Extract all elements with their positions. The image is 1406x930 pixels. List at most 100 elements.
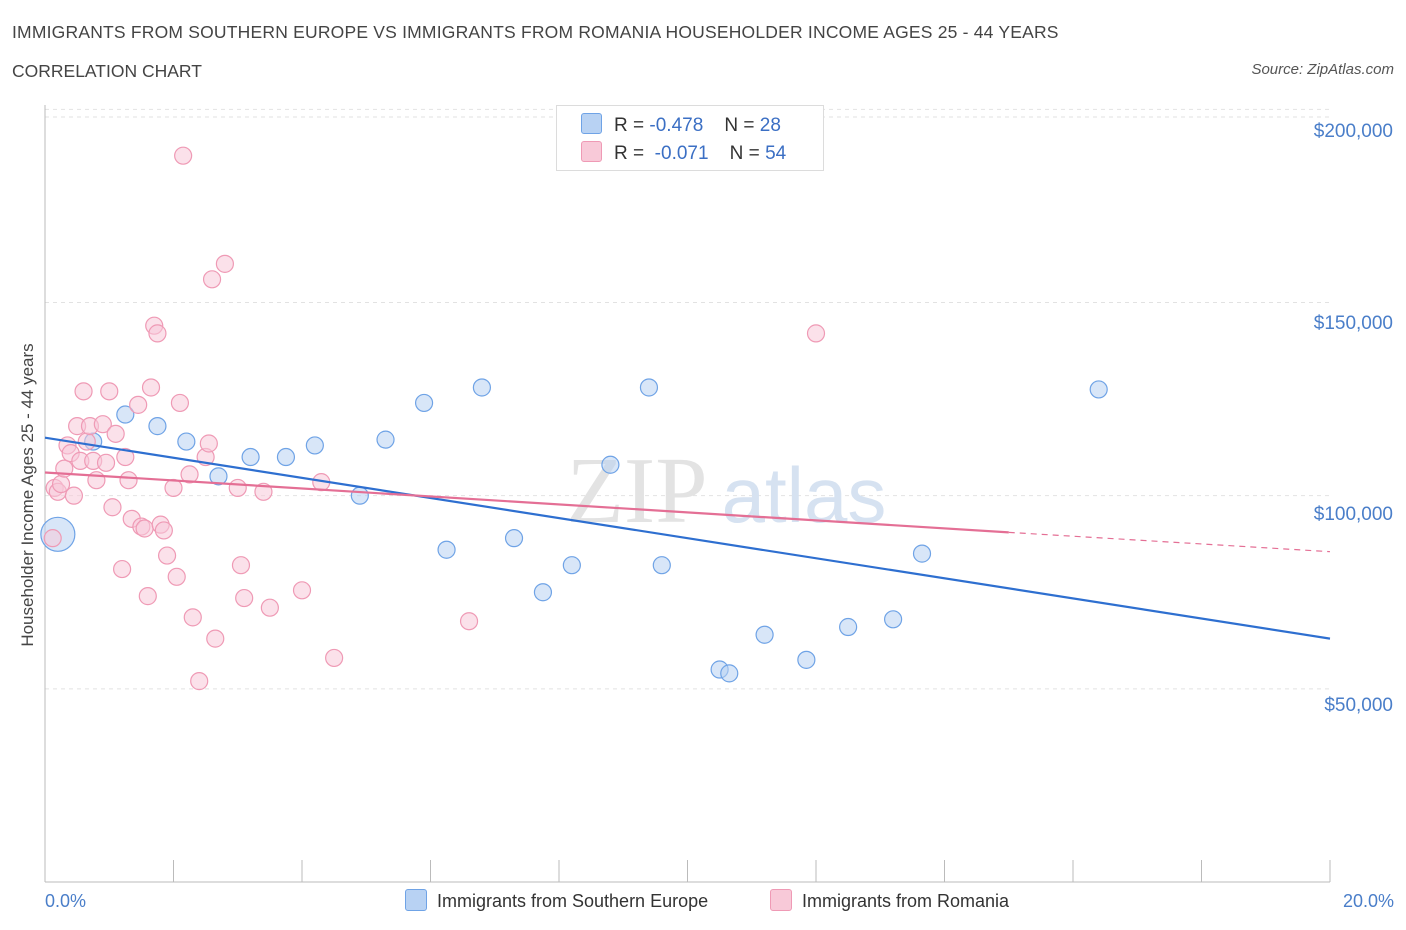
r-value: -0.478 <box>649 115 704 136</box>
y-tick-label: $200,000 <box>1313 121 1393 142</box>
point-southern-europe <box>601 455 620 474</box>
point-southern-europe <box>839 617 858 637</box>
point-romania <box>154 521 173 540</box>
legend-row-romania: R = -0.071 N = 54 <box>581 141 786 165</box>
legend-label: Immigrants from Southern Europe <box>437 891 709 911</box>
n-value: 54 <box>765 143 787 164</box>
chart-source: Source: ZipAtlas.com <box>1251 61 1394 78</box>
point-romania <box>180 465 199 484</box>
point-southern-europe <box>912 544 932 563</box>
point-romania <box>43 529 62 548</box>
legend-swatch-blue <box>405 889 427 911</box>
point-romania <box>260 598 279 617</box>
point-romania <box>206 629 225 648</box>
point-romania <box>806 324 826 343</box>
point-romania <box>93 415 112 434</box>
point-southern-europe <box>177 432 196 451</box>
point-romania <box>103 498 122 517</box>
point-romania <box>325 648 344 668</box>
point-romania <box>112 559 132 579</box>
point-romania <box>235 588 254 608</box>
point-romania <box>106 424 125 443</box>
point-romania <box>174 146 193 165</box>
y-tick-label: $150,000 <box>1313 313 1393 334</box>
bottom-legend-romania: Immigrants from Romania <box>770 889 1009 912</box>
correlation-legend: R = -0.478 N = 28 R = -0.071 N = 54 <box>556 105 824 171</box>
x-tick-label-min: 0.0% <box>45 891 87 911</box>
chart-title: IMMIGRANTS FROM SOUTHERN EUROPE VS IMMIG… <box>12 22 1059 42</box>
point-southern-europe <box>116 405 135 424</box>
point-romania <box>116 447 135 467</box>
trend-lines <box>44 436 1331 640</box>
r-value: -0.071 <box>654 143 709 164</box>
y-axis-label: Householder Income Ages 25 - 44 years <box>18 343 37 647</box>
trend-line-southern-europe <box>44 436 1331 640</box>
trend-line-romania-extension <box>1008 531 1331 553</box>
point-romania <box>215 254 234 273</box>
point-romania <box>164 478 183 498</box>
n-label: N = <box>724 115 755 136</box>
point-romania <box>119 471 138 490</box>
axes <box>44 105 1331 883</box>
point-romania <box>129 395 148 414</box>
r-label: R = <box>614 115 645 136</box>
watermark: ZIP atlas <box>567 439 887 543</box>
point-romania <box>100 382 119 401</box>
legend-swatch-pink <box>581 141 602 162</box>
watermark-atlas: atlas <box>722 451 887 539</box>
x-tick-label-max: 20.0% <box>1342 891 1394 911</box>
point-southern-europe <box>241 447 260 467</box>
point-southern-europe <box>755 625 774 644</box>
point-romania <box>199 434 218 453</box>
point-romania <box>138 587 157 606</box>
point-southern-europe <box>797 650 816 669</box>
point-romania <box>292 581 312 600</box>
point-southern-europe <box>376 430 395 449</box>
point-romania <box>64 486 84 505</box>
point-southern-europe <box>437 540 456 559</box>
point-romania <box>148 324 167 343</box>
point-southern-europe <box>504 529 524 548</box>
point-romania <box>167 567 186 586</box>
y-tick-label: $100,000 <box>1313 504 1393 525</box>
trend-line-romania <box>44 471 1009 534</box>
n-value: 28 <box>759 115 781 136</box>
point-southern-europe <box>305 436 324 455</box>
point-romania <box>202 270 222 289</box>
r-label: R = <box>614 143 645 164</box>
legend-swatch-blue <box>581 113 602 134</box>
point-southern-europe <box>533 583 553 602</box>
y-tick-label: $50,000 <box>1324 695 1393 716</box>
point-romania <box>74 382 93 401</box>
point-southern-europe <box>652 556 671 575</box>
point-southern-europe <box>276 447 296 467</box>
point-southern-europe <box>883 610 903 629</box>
point-romania <box>231 556 251 575</box>
point-romania <box>254 482 273 501</box>
point-southern-europe <box>639 378 659 397</box>
point-romania <box>190 672 209 691</box>
point-southern-europe <box>720 664 739 683</box>
point-romania <box>228 478 247 498</box>
watermark-zip: ZIP <box>567 439 708 543</box>
chart-subtitle: CORRELATION CHART <box>12 61 202 81</box>
point-southern-europe <box>148 417 167 436</box>
point-romania <box>170 393 190 413</box>
legend-label: Immigrants from Romania <box>802 891 1010 911</box>
point-southern-europe <box>562 556 581 575</box>
point-romania <box>141 378 161 397</box>
data-points <box>40 146 1108 691</box>
point-southern-europe <box>1089 380 1108 399</box>
legend-row-southern-europe: R = -0.478 N = 28 <box>581 113 781 137</box>
point-romania <box>77 432 96 451</box>
point-romania <box>459 612 479 631</box>
point-romania <box>96 453 116 472</box>
point-southern-europe <box>472 378 491 397</box>
point-romania <box>183 608 202 627</box>
n-label: N = <box>729 143 760 164</box>
point-southern-europe <box>209 467 228 486</box>
point-romania <box>157 546 177 565</box>
point-romania <box>135 519 154 538</box>
bottom-legend-southern-europe: Immigrants from Southern Europe <box>405 889 708 912</box>
point-southern-europe <box>350 486 369 505</box>
